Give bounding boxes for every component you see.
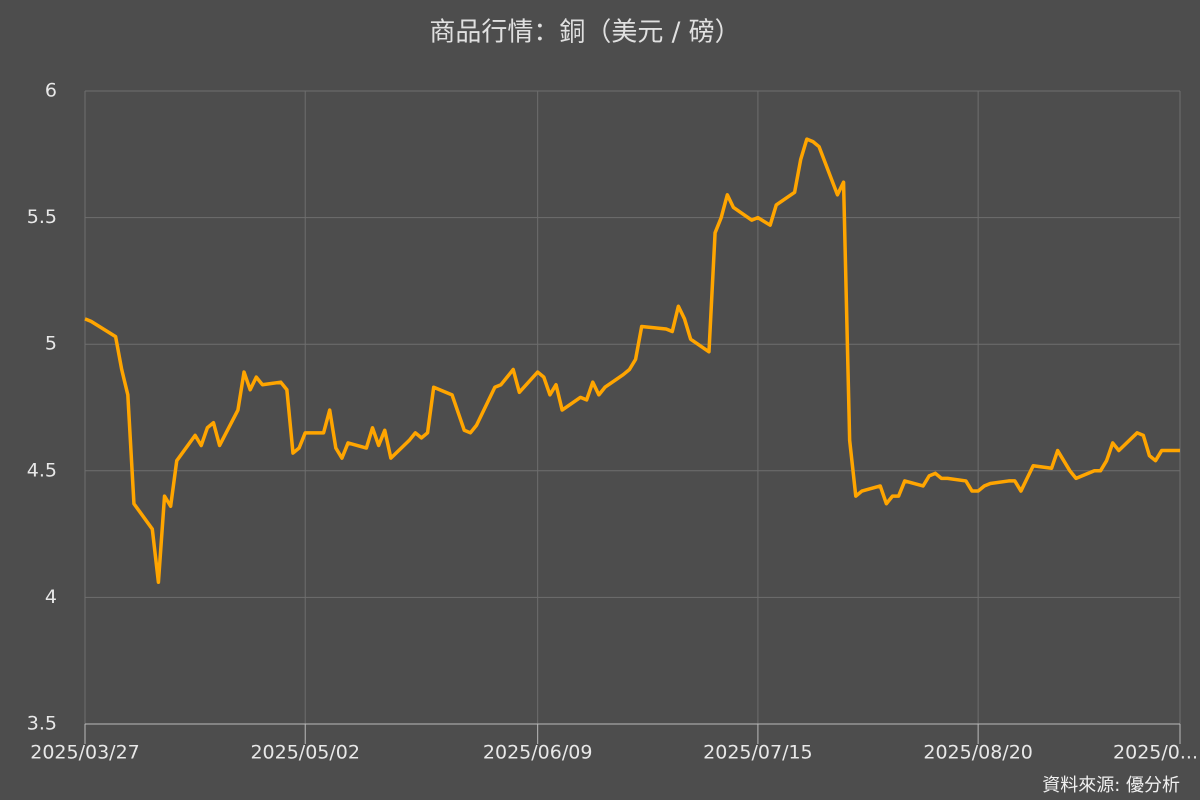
y-tick-label: 5.5 xyxy=(27,206,57,228)
y-tick-label: 4 xyxy=(45,586,57,608)
x-tick-label: 2025/0... xyxy=(1113,742,1198,764)
y-tick-label: 5 xyxy=(45,333,57,355)
x-tick-label: 2025/03/27 xyxy=(30,742,140,764)
chart-title: 商品行情：銅（美元 / 磅） xyxy=(429,18,740,48)
price-line xyxy=(84,137,1180,584)
y-tick-label: 6 xyxy=(45,80,57,102)
x-tick-label: 2025/07/15 xyxy=(703,742,813,764)
x-tick-label: 2025/06/09 xyxy=(483,742,593,764)
x-tick-label: 2025/08/20 xyxy=(923,742,1033,764)
x-tick-label: 2025/05/02 xyxy=(250,742,360,764)
source-note: 資料來源: 優分析 xyxy=(1042,775,1180,796)
y-tick-label: 4.5 xyxy=(27,459,57,481)
y-tick-label: 3.5 xyxy=(27,713,57,735)
